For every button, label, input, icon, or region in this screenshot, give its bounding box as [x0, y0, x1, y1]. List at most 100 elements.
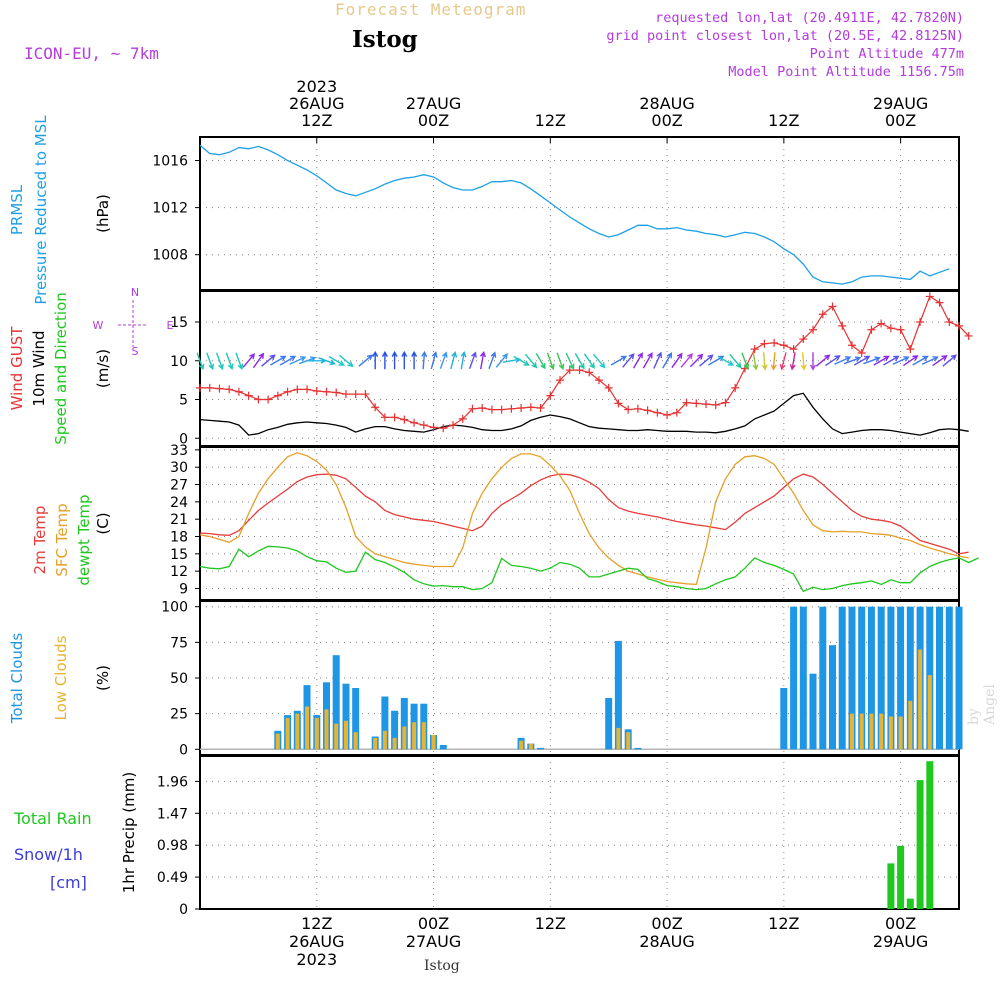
- wind-gust-marker: [273, 391, 282, 400]
- wind-direction-arrow: [883, 355, 900, 366]
- wind-direction-arrow: [401, 350, 408, 370]
- wind-direction-arrow: [574, 353, 585, 370]
- wind-direction-arrow: [622, 353, 635, 368]
- y-tick-label: 1.47: [157, 806, 188, 822]
- wind-direction-arrow: [892, 356, 910, 365]
- wind-direction-arrow: [358, 354, 374, 367]
- wind-gust-marker: [809, 325, 818, 334]
- time-label-bottom: 28AUG: [639, 932, 694, 951]
- wind-gust-marker: [818, 310, 827, 319]
- wind-gust-marker: [799, 335, 808, 344]
- wind-direction-arrow: [318, 357, 336, 366]
- cloud-total-bar: [848, 606, 856, 750]
- wind-gust-marker: [964, 331, 973, 340]
- wind-direction-arrow: [513, 355, 530, 366]
- wind-direction-arrow: [421, 350, 428, 370]
- y-tick-label: 10: [170, 354, 188, 370]
- cloud-low-bar: [382, 730, 387, 750]
- y-tick-label: 30: [170, 460, 188, 476]
- cloud-total-bar: [858, 606, 866, 750]
- cloud-low-bar: [626, 732, 631, 750]
- wind-direction-arrow: [391, 350, 398, 370]
- wind-gust-marker: [526, 403, 535, 412]
- wind-direction-arrow: [770, 352, 777, 371]
- wind-direction-arrow: [565, 352, 575, 370]
- cloud-total-bar: [887, 606, 895, 750]
- wind-direction-arrow: [815, 354, 831, 367]
- compass-south: S: [132, 345, 139, 358]
- wind-direction-arrow: [809, 352, 817, 371]
- panel-frame-pressure: [199, 136, 960, 291]
- precip-rain-bar: [926, 761, 934, 909]
- cloud-low-bar: [344, 720, 348, 750]
- pressure-axis-title: PRMSL: [8, 184, 26, 235]
- unit-label: (%): [94, 665, 112, 691]
- cloud-low-bar: [373, 737, 378, 750]
- y-tick-label: 0.49: [157, 870, 188, 886]
- wind-gust-marker: [536, 404, 545, 413]
- wind-direction-arrow: [372, 350, 379, 370]
- wind-gust-marker: [682, 398, 691, 407]
- wind-gust-marker: [439, 424, 448, 433]
- wind-direction-arrow: [460, 350, 467, 370]
- temp-axis-title: SFC Temp: [53, 503, 71, 576]
- wind-gust-marker: [692, 399, 701, 408]
- wind-gust-marker: [341, 390, 350, 399]
- wind-gust-marker: [322, 387, 331, 396]
- wind-direction-arrow: [729, 353, 742, 369]
- wind-gust-marker: [293, 385, 302, 394]
- wind-direction-arrow: [717, 355, 735, 366]
- wind-gust-marker: [332, 388, 341, 397]
- wind-direction-arrow: [546, 352, 555, 371]
- cloud-low-bar: [275, 733, 280, 750]
- cloud-total-bar: [400, 698, 408, 750]
- temp-sfc-line: [199, 452, 969, 586]
- wind-direction-arrow: [653, 351, 662, 369]
- wind-direction-arrow: [439, 351, 448, 369]
- cloud-low-bar: [918, 649, 923, 750]
- y-tick-label: 1008: [152, 248, 188, 264]
- wind-direction-arrow: [843, 356, 862, 365]
- y-tick-label: 1.96: [157, 774, 188, 790]
- wind-gust-marker: [517, 404, 526, 413]
- legend-snow-unit: [cm]: [50, 873, 87, 892]
- wind-gust-marker: [847, 341, 856, 350]
- wind-direction-arrow: [834, 356, 852, 365]
- wind-gust-marker: [760, 339, 769, 348]
- wind-direction-arrow: [863, 356, 881, 365]
- cloud-low-bar: [927, 675, 932, 750]
- wind-direction-arrow: [680, 353, 693, 368]
- cloud-low-bar: [421, 722, 426, 750]
- y-tick-label: 50: [170, 671, 188, 687]
- cloud-total-bar: [439, 745, 447, 750]
- wind-direction-arrow: [252, 352, 265, 369]
- wind-direction-arrow: [873, 355, 890, 366]
- wind-gust-marker: [702, 400, 710, 409]
- temp-dewpt-line: [199, 545, 979, 593]
- wind-direction-arrow: [902, 355, 919, 367]
- wind-direction-arrow: [642, 352, 653, 369]
- y-tick-label: 1012: [152, 201, 188, 217]
- precip-rain-bar: [906, 898, 914, 909]
- y-tick-label: 25: [170, 707, 188, 723]
- wind-gust-marker: [361, 390, 370, 399]
- wind-gust-marker: [935, 298, 944, 307]
- y-tick-label: 0: [179, 431, 188, 447]
- requested-coords: requested lon,lat (20.4911E, 42.7820N): [655, 10, 964, 26]
- wind-gust-marker: [303, 385, 312, 394]
- wind-gust-marker: [215, 384, 224, 393]
- panel-frame-precip: [199, 755, 960, 910]
- wind-direction-arrow: [535, 353, 546, 370]
- time-label-top: 27AUG: [406, 94, 461, 113]
- wind-gust-marker: [575, 366, 584, 375]
- model-label: ICON-EU, ~ 7km: [24, 44, 159, 63]
- cloud-total-bar: [897, 606, 905, 750]
- wind-direction-arrow: [206, 352, 215, 371]
- wind-direction-arrow: [411, 350, 418, 370]
- wind-gust-marker: [497, 405, 506, 414]
- wind-gust-marker: [916, 318, 925, 326]
- wind-direction-arrow: [556, 352, 565, 371]
- model-altitude: Model Point Altitude 1156.75m: [728, 64, 964, 80]
- cloud-total-bar: [614, 640, 622, 750]
- wind-gust-marker: [877, 319, 886, 328]
